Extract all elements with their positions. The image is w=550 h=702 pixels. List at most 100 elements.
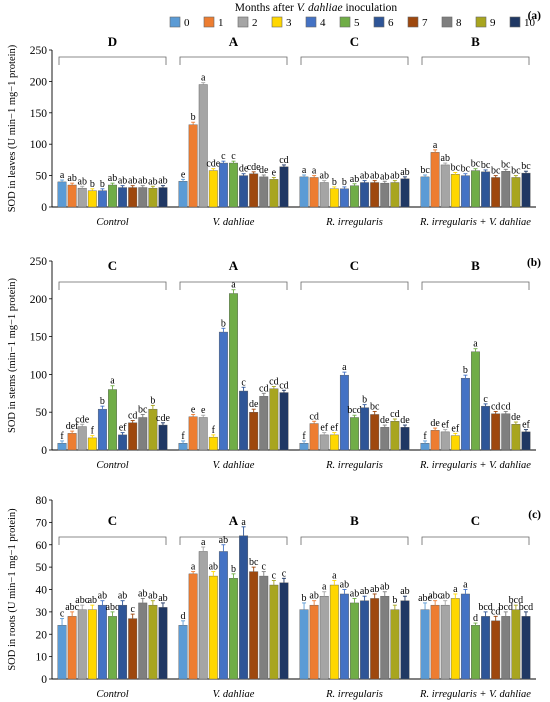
bar bbox=[97, 408, 107, 451]
y-tick-label: 10 bbox=[36, 652, 48, 664]
significance-letter: f bbox=[181, 431, 185, 442]
category-label: R. irregularis + V. dahliae bbox=[419, 689, 531, 700]
significance-letter: bc bbox=[491, 166, 501, 177]
group-letter: A bbox=[229, 513, 239, 528]
significance-letter: de bbox=[511, 412, 521, 423]
category-label: R. irregularis bbox=[325, 689, 383, 700]
legend-label-3: 3 bbox=[286, 17, 292, 29]
bar bbox=[319, 182, 329, 208]
bar bbox=[309, 177, 319, 208]
bar bbox=[188, 573, 198, 680]
significance-letter: ef bbox=[320, 423, 328, 434]
significance-letter: c bbox=[483, 394, 488, 405]
legend-swatch-1 bbox=[203, 16, 215, 28]
bar bbox=[77, 426, 87, 451]
bar bbox=[360, 407, 370, 451]
significance-letter: abc bbox=[75, 595, 89, 606]
significance-letter: abc bbox=[106, 602, 120, 613]
bar bbox=[400, 427, 410, 451]
significance-letter: bc bbox=[521, 161, 531, 172]
legend-label-2: 2 bbox=[252, 17, 258, 29]
significance-letter: ab bbox=[309, 591, 318, 602]
legend-label-10: 10 bbox=[524, 17, 536, 29]
bar bbox=[97, 190, 107, 208]
significance-letter: bc bbox=[461, 164, 471, 175]
significance-letter: cd bbox=[259, 383, 268, 394]
significance-letter: ab bbox=[108, 173, 117, 184]
significance-letter: abc bbox=[418, 593, 432, 604]
bar bbox=[229, 162, 238, 208]
bar bbox=[239, 535, 249, 680]
significance-letter: cd bbox=[491, 606, 500, 617]
significance-letter: f bbox=[302, 431, 306, 442]
y-tick-label: 0 bbox=[41, 202, 47, 214]
bar bbox=[460, 175, 470, 208]
significance-letter: cde bbox=[75, 414, 89, 425]
group-letter: C bbox=[471, 513, 480, 528]
significance-letter: ef bbox=[451, 423, 459, 434]
bar bbox=[118, 187, 128, 208]
bar bbox=[370, 182, 380, 208]
y-tick-label: 50 bbox=[36, 562, 48, 574]
y-tick-label: 100 bbox=[30, 369, 48, 381]
y-tick-label: 60 bbox=[36, 540, 48, 552]
bar bbox=[249, 173, 259, 208]
significance-letter: ab bbox=[400, 586, 409, 597]
significance-letter: de bbox=[400, 415, 410, 426]
significance-letter: a bbox=[302, 165, 307, 176]
bar bbox=[148, 187, 158, 208]
significance-letter: e bbox=[181, 169, 186, 180]
category-label: R. irregularis bbox=[325, 460, 383, 471]
legend-swatch-10 bbox=[509, 16, 521, 28]
group-letter: C bbox=[108, 513, 117, 528]
significance-letter: def bbox=[66, 421, 79, 432]
bar bbox=[118, 604, 128, 680]
significance-letter: c bbox=[272, 571, 277, 582]
bar bbox=[198, 417, 208, 451]
bar bbox=[259, 396, 269, 451]
significance-letter: ab bbox=[370, 171, 379, 182]
bar bbox=[128, 422, 138, 451]
significance-letter: ef bbox=[522, 420, 530, 431]
legend-swatch-6 bbox=[373, 16, 385, 28]
significance-letter: b bbox=[302, 593, 307, 604]
significance-letter: de bbox=[249, 399, 259, 410]
bar bbox=[259, 176, 269, 208]
bar bbox=[108, 184, 117, 208]
bar bbox=[481, 616, 491, 680]
significance-letter: ab bbox=[340, 580, 349, 591]
bar bbox=[380, 182, 390, 208]
significance-letter: a bbox=[201, 73, 206, 84]
significance-letter: ab bbox=[400, 167, 409, 178]
bar bbox=[269, 179, 279, 208]
bar bbox=[491, 620, 501, 680]
significance-letter: bc bbox=[471, 159, 481, 170]
significance-letter: cde bbox=[206, 159, 220, 170]
bar bbox=[208, 436, 218, 451]
bar bbox=[178, 442, 188, 451]
category-label: R. irregularis + V. dahliae bbox=[419, 217, 531, 228]
significance-letter: b bbox=[392, 595, 397, 606]
significance-letter: a bbox=[433, 140, 438, 151]
category-label: Control bbox=[96, 217, 128, 228]
group-letter: C bbox=[350, 258, 359, 273]
bar bbox=[158, 607, 168, 680]
bar bbox=[229, 578, 238, 680]
y-tick-label: 150 bbox=[30, 332, 48, 344]
legend-title-prefix: Months after bbox=[235, 2, 297, 14]
bar bbox=[148, 604, 158, 680]
significance-letter: ab bbox=[441, 153, 450, 164]
panel-label: (c) bbox=[528, 509, 541, 521]
bar bbox=[390, 421, 400, 451]
bar bbox=[188, 416, 198, 451]
y-axis-label: SOD in leaves (U min−1 mg−1 protein) bbox=[7, 44, 18, 212]
significance-letter: ab bbox=[380, 582, 389, 593]
bar bbox=[521, 431, 531, 451]
bar bbox=[420, 176, 430, 208]
bar bbox=[249, 571, 259, 680]
significance-letter: ab bbox=[360, 171, 369, 182]
significance-letter: bcd bbox=[499, 602, 513, 613]
